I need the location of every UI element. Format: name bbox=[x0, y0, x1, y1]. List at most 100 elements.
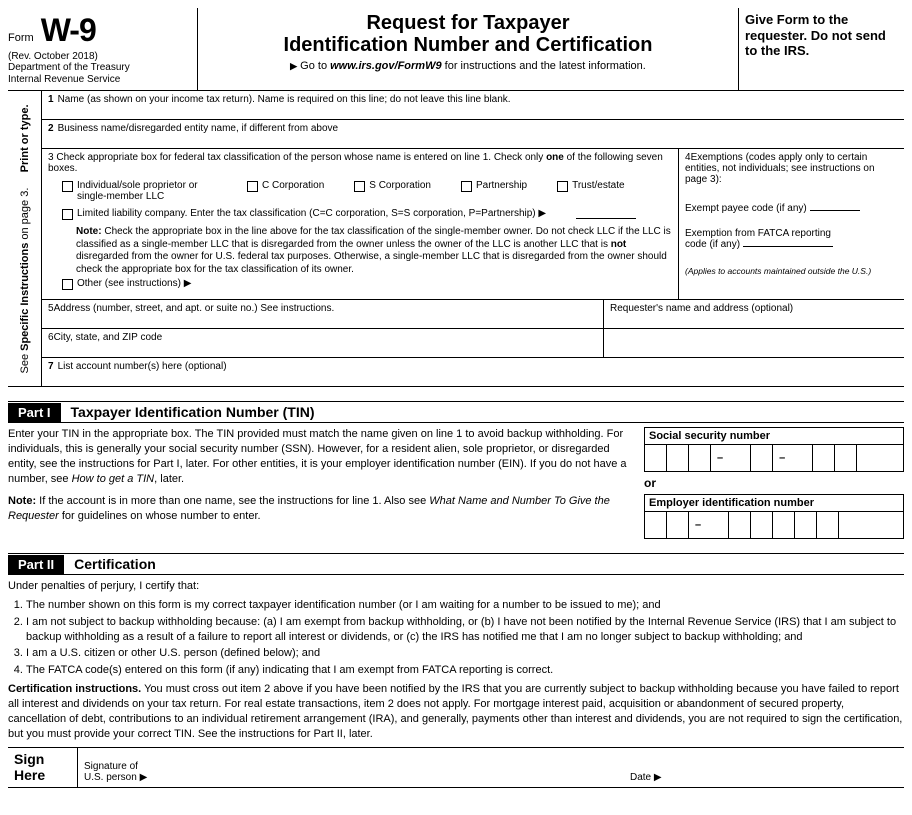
line1-text: Name (as shown on your income tax return… bbox=[58, 94, 511, 105]
fatca-label1: Exemption from FATCA reporting bbox=[685, 228, 898, 239]
tin-note-post: for guidelines on whose number to enter. bbox=[59, 510, 261, 522]
cert-item-4: The FATCA code(s) entered on this form (… bbox=[26, 663, 904, 678]
give-form-text: Give Form to the requester. Do not send … bbox=[739, 8, 904, 90]
line-5[interactable]: 5Address (number, street, and apt. or su… bbox=[42, 300, 604, 328]
revision: (Rev. October 2018) bbox=[8, 51, 191, 62]
line7-text: List account number(s) here (optional) bbox=[58, 361, 227, 372]
payee-code-input[interactable] bbox=[810, 210, 860, 211]
line2-num: 2 bbox=[48, 123, 54, 134]
vertical-sidebar: See Specific Instructions on page 3. Pri… bbox=[8, 91, 42, 386]
part1-header: Part I Taxpayer Identification Number (T… bbox=[8, 401, 904, 423]
line3-pre: Check appropriate box for federal tax cl… bbox=[56, 152, 546, 163]
goto-post: for instructions and the latest informat… bbox=[445, 60, 646, 72]
part2-title: Certification bbox=[64, 554, 166, 574]
part1-title: Taxpayer Identification Number (TIN) bbox=[61, 402, 325, 422]
sig-label1: Signature of bbox=[84, 761, 147, 772]
tin-instructions: Enter your TIN in the appropriate box. T… bbox=[8, 427, 630, 539]
sidebar-see: See bbox=[19, 350, 31, 373]
line-7[interactable]: 7 List account number(s) here (optional) bbox=[42, 358, 904, 386]
form-code: W-9 bbox=[41, 12, 96, 48]
note-post: disregarded from the owner for U.S. fede… bbox=[76, 251, 667, 275]
goto-pre: Go to bbox=[300, 60, 327, 72]
line1-num: 1 bbox=[48, 94, 54, 105]
signature-field[interactable]: Signature of U.S. person ▶ bbox=[78, 748, 624, 787]
line-6[interactable]: 6City, state, and ZIP code bbox=[42, 329, 604, 357]
llc-note: Note: Check the appropriate box in the l… bbox=[76, 226, 672, 276]
line3-one: one bbox=[546, 152, 564, 163]
note-pre: Check the appropriate box in the line ab… bbox=[76, 226, 671, 250]
tin-note-pre: If the account is in more than one name,… bbox=[36, 495, 429, 507]
checkbox-other[interactable]: Other (see instructions) ▶ bbox=[62, 278, 191, 290]
sidebar-specific: Specific Instructions bbox=[19, 242, 31, 350]
cert-list: The number shown on this form is my corr… bbox=[8, 598, 904, 678]
cb5-label: Trust/estate bbox=[572, 180, 624, 191]
tin-howto: How to get a TIN bbox=[72, 473, 155, 485]
sign-row: Sign Here Signature of U.S. person ▶ Dat… bbox=[8, 747, 904, 788]
sig-label2: U.S. person ▶ bbox=[84, 772, 147, 783]
fatca-code-input[interactable] bbox=[743, 246, 833, 247]
or-label: or bbox=[644, 476, 904, 490]
sidebar-print: Print or type. bbox=[19, 104, 31, 172]
arrow-icon: ▶ bbox=[290, 61, 297, 71]
line4-text: Exemptions (codes apply only to certain … bbox=[685, 152, 875, 185]
goto-url: www.irs.gov/FormW9 bbox=[330, 60, 441, 72]
line6-text: City, state, and ZIP code bbox=[54, 332, 163, 343]
sign-here-label: Sign Here bbox=[8, 748, 78, 787]
checkbox-s-corp[interactable]: S Corporation bbox=[354, 180, 431, 192]
form-id-block: Form W-9 (Rev. October 2018) Department … bbox=[8, 8, 198, 90]
note-label: Note: bbox=[76, 226, 102, 237]
cert-lead: Under penalties of perjury, I certify th… bbox=[8, 579, 904, 594]
note-not: not bbox=[611, 239, 627, 250]
form-header: Form W-9 (Rev. October 2018) Department … bbox=[8, 8, 904, 91]
cb6-label: Limited liability company. Enter the tax… bbox=[77, 208, 546, 219]
title-line2: Identification Number and Certification bbox=[204, 34, 732, 56]
requester-address[interactable]: Requester's name and address (optional) bbox=[604, 300, 904, 328]
tin-note-b: Note: bbox=[8, 495, 36, 507]
cert-item-1: The number shown on this form is my corr… bbox=[26, 598, 904, 613]
fields-column: 1 Name (as shown on your income tax retur… bbox=[42, 91, 904, 386]
cb3-label: S Corporation bbox=[369, 180, 431, 191]
tin-section: Enter your TIN in the appropriate box. T… bbox=[8, 427, 904, 539]
requester-address-cont[interactable] bbox=[604, 329, 904, 357]
line-3-4-row: 3 Check appropriate box for federal tax … bbox=[42, 149, 904, 300]
llc-class-input[interactable] bbox=[576, 208, 636, 219]
cert-item-2: I am not subject to backup withholding b… bbox=[26, 615, 904, 645]
cb2-label: C Corporation bbox=[262, 180, 324, 191]
checkbox-individual[interactable]: Individual/sole proprietor or single-mem… bbox=[62, 180, 217, 202]
line-2[interactable]: 2Business name/disregarded entity name, … bbox=[42, 120, 904, 149]
line3-num: 3 bbox=[48, 152, 54, 163]
tin-boxes: Social security number – – or Employer i… bbox=[644, 427, 904, 539]
ein-label: Employer identification number bbox=[644, 494, 904, 511]
ssn-input[interactable]: – – bbox=[644, 444, 904, 472]
line-5-row: 5Address (number, street, and apt. or su… bbox=[42, 300, 904, 329]
part2-header: Part II Certification bbox=[8, 553, 904, 575]
line-3: 3 Check appropriate box for federal tax … bbox=[42, 149, 679, 299]
dept-line2: Internal Revenue Service bbox=[8, 74, 191, 86]
checkbox-trust[interactable]: Trust/estate bbox=[557, 180, 624, 192]
date-field[interactable]: Date ▶ bbox=[624, 748, 904, 787]
tin-p1-post: , later. bbox=[154, 473, 184, 485]
certification-body: Under penalties of perjury, I certify th… bbox=[8, 579, 904, 741]
goto-line: ▶ Go to www.irs.gov/FormW9 for instructi… bbox=[204, 60, 732, 72]
cert-item-3: I am a U.S. citizen or other U.S. person… bbox=[26, 646, 904, 661]
main-fields: See Specific Instructions on page 3. Pri… bbox=[8, 91, 904, 387]
checkbox-c-corp[interactable]: C Corporation bbox=[247, 180, 324, 192]
ein-input[interactable]: – bbox=[644, 511, 904, 539]
form-title-block: Request for Taxpayer Identification Numb… bbox=[198, 8, 739, 90]
line7-num: 7 bbox=[48, 361, 54, 372]
part1-tag: Part I bbox=[8, 403, 61, 422]
form-word: Form bbox=[8, 32, 34, 44]
sign-word: Sign bbox=[14, 752, 71, 767]
line5-text: Address (number, street, and apt. or sui… bbox=[54, 303, 335, 314]
line-1[interactable]: 1 Name (as shown on your income tax retur… bbox=[42, 91, 904, 120]
dept-line1: Department of the Treasury bbox=[8, 62, 191, 74]
payee-label: Exempt payee code (if any) bbox=[685, 203, 807, 214]
line-6-row: 6City, state, and ZIP code bbox=[42, 329, 904, 358]
cert-instructions: Certification instructions. You must cro… bbox=[8, 682, 904, 741]
checkbox-partnership[interactable]: Partnership bbox=[461, 180, 527, 192]
checkbox-llc[interactable]: Limited liability company. Enter the tax… bbox=[62, 208, 546, 220]
fatca-label2: code (if any) bbox=[685, 239, 740, 250]
cb4-label: Partnership bbox=[476, 180, 527, 191]
ssn-label: Social security number bbox=[644, 427, 904, 444]
part2-tag: Part II bbox=[8, 555, 64, 574]
